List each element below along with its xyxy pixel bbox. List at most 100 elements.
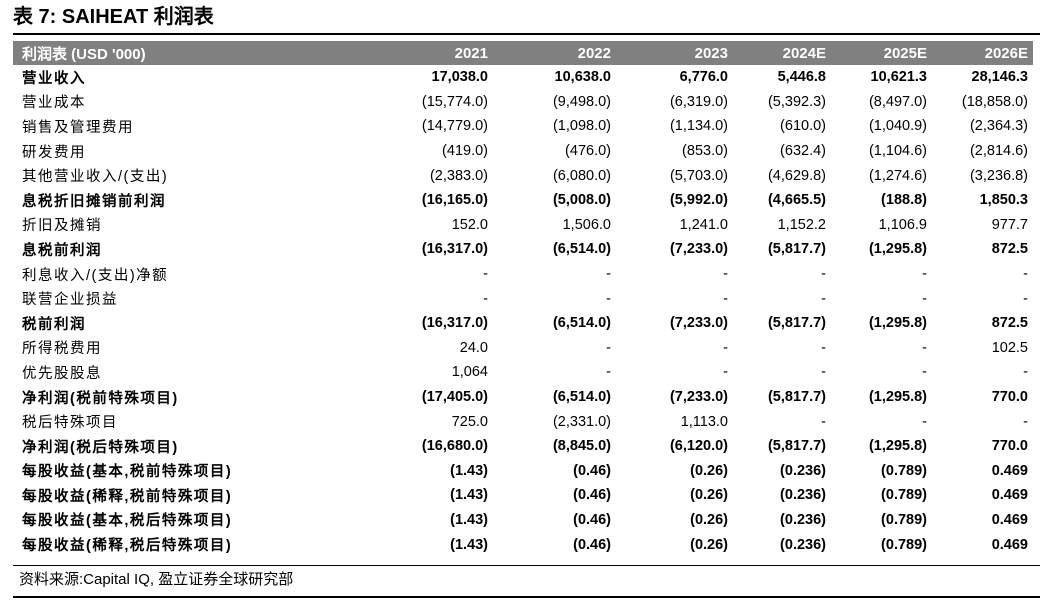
header-label: 利润表 (USD '000) bbox=[13, 41, 358, 65]
value-cell: (4,629.8) bbox=[767, 167, 826, 184]
value-cell: (1,040.9) bbox=[868, 118, 927, 135]
table-row: 每股收益(稀释,税后特殊项目) (1.43) (0.46) (0.26) (0.236)… bbox=[13, 532, 1033, 557]
value-cell: - bbox=[821, 364, 826, 381]
value-cell: (5,008.0) bbox=[552, 192, 611, 209]
value-cell: (8,497.0) bbox=[868, 93, 927, 110]
value-cell: (6,514.0) bbox=[552, 389, 611, 406]
row-label: 所得税费用 bbox=[22, 341, 102, 358]
value-cell: (2,331.0) bbox=[552, 413, 611, 430]
value-cell: (6,080.0) bbox=[552, 167, 611, 184]
value-cell: 1,113.0 bbox=[680, 413, 728, 430]
value-cell: (476.0) bbox=[565, 143, 611, 160]
table-row: 税后特殊项目 725.0 (2,331.0) 1,113.0 - - - bbox=[13, 409, 1033, 434]
year-header: 2026E bbox=[932, 41, 1033, 65]
row-label: 每股收益(稀释,税前特殊项目) bbox=[22, 488, 233, 505]
value-cell: (18,858.0) bbox=[961, 93, 1028, 110]
value-cell: - bbox=[483, 266, 488, 283]
value-cell: 872.5 bbox=[991, 315, 1028, 332]
value-cell: (0.26) bbox=[690, 487, 728, 504]
value-cell: (632.4) bbox=[780, 143, 826, 160]
value-cell: - bbox=[606, 290, 611, 307]
row-label: 每股收益(基本,税前特殊项目) bbox=[22, 464, 233, 481]
value-cell: - bbox=[1023, 266, 1028, 283]
row-label: 销售及管理费用 bbox=[22, 119, 134, 136]
value-cell: (2,364.3) bbox=[969, 118, 1028, 135]
value-cell: - bbox=[922, 290, 927, 307]
year-header: 2025E bbox=[831, 41, 932, 65]
value-cell: 977.7 bbox=[991, 216, 1028, 233]
value-cell: 0.469 bbox=[991, 511, 1028, 528]
value-cell: (0.236) bbox=[780, 511, 826, 528]
value-cell: - bbox=[606, 266, 611, 283]
value-cell: (610.0) bbox=[780, 118, 826, 135]
value-cell: (5,817.7) bbox=[767, 389, 826, 406]
table-row: 研发费用 (419.0) (476.0) (853.0) (632.4) (1,104.6… bbox=[13, 139, 1033, 164]
value-cell: 152.0 bbox=[451, 216, 488, 233]
year-header: 2021 bbox=[358, 41, 493, 65]
value-cell: - bbox=[1023, 413, 1028, 430]
value-cell: (1,295.8) bbox=[868, 389, 927, 406]
value-cell: - bbox=[723, 339, 728, 356]
table-body: 营业收入 17,038.0 10,638.0 6,776.0 5,446.8 10,621… bbox=[13, 65, 1033, 557]
table-row: 联营企业损益 - - - - - - bbox=[13, 286, 1033, 311]
value-cell: (1,098.0) bbox=[552, 118, 611, 135]
row-label: 息税前利润 bbox=[22, 242, 102, 259]
table-row: 营业收入 17,038.0 10,638.0 6,776.0 5,446.8 10,621… bbox=[13, 65, 1033, 90]
value-cell: (14,779.0) bbox=[421, 118, 488, 135]
value-cell: (5,817.7) bbox=[767, 241, 826, 258]
table-row: 税前利润 (16,317.0) (6,514.0) (7,233.0) (5,817.7… bbox=[13, 311, 1033, 336]
value-cell: - bbox=[606, 339, 611, 356]
value-cell: (5,703.0) bbox=[669, 167, 728, 184]
table-row: 所得税费用 24.0 - - - - 102.5 bbox=[13, 336, 1033, 361]
value-cell: (0.46) bbox=[573, 462, 611, 479]
row-label: 营业收入 bbox=[22, 70, 86, 87]
value-cell: (2,814.6) bbox=[969, 143, 1028, 160]
value-cell: (8,845.0) bbox=[552, 438, 611, 455]
value-cell: - bbox=[606, 364, 611, 381]
value-cell: - bbox=[922, 266, 927, 283]
year-header: 2023 bbox=[616, 41, 733, 65]
value-cell: - bbox=[1023, 290, 1028, 307]
value-cell: (853.0) bbox=[682, 143, 728, 160]
value-cell: (1,134.0) bbox=[669, 118, 728, 135]
row-label: 税前利润 bbox=[22, 316, 86, 333]
value-cell: 5,446.8 bbox=[777, 69, 826, 86]
table-row: 优先股股息 1,064 - - - - - bbox=[13, 360, 1033, 385]
row-label: 每股收益(稀释,税后特殊项目) bbox=[22, 538, 233, 555]
row-label: 净利润(税前特殊项目) bbox=[22, 390, 179, 407]
value-cell: (419.0) bbox=[442, 143, 488, 160]
value-cell: (1.43) bbox=[450, 462, 488, 479]
value-cell: (16,317.0) bbox=[421, 315, 488, 332]
value-cell: (1,295.8) bbox=[868, 315, 927, 332]
value-cell: (7,233.0) bbox=[669, 241, 728, 258]
value-cell: (7,233.0) bbox=[669, 389, 728, 406]
value-cell: (1,104.6) bbox=[868, 143, 927, 160]
value-cell: 770.0 bbox=[991, 389, 1028, 406]
value-cell: 0.469 bbox=[991, 536, 1028, 553]
table-row: 每股收益(基本,税前特殊项目) (1.43) (0.46) (0.26) (0.236)… bbox=[13, 459, 1033, 484]
row-label: 利息收入/(支出)净额 bbox=[22, 267, 169, 284]
value-cell: (5,992.0) bbox=[669, 192, 728, 209]
value-cell: - bbox=[922, 413, 927, 430]
value-cell: 6,776.0 bbox=[679, 69, 728, 86]
value-cell: - bbox=[483, 290, 488, 307]
value-cell: - bbox=[922, 339, 927, 356]
table-row: 每股收益(稀释,税前特殊项目) (1.43) (0.46) (0.26) (0.236)… bbox=[13, 483, 1033, 508]
value-cell: 1,064 bbox=[451, 364, 488, 381]
value-cell: 725.0 bbox=[451, 413, 488, 430]
value-cell: (4,665.5) bbox=[767, 192, 826, 209]
row-label: 净利润(税后特殊项目) bbox=[22, 439, 179, 456]
value-cell: (17,405.0) bbox=[421, 389, 488, 406]
table-row: 每股收益(基本,税后特殊项目) (1.43) (0.46) (0.26) (0.236)… bbox=[13, 508, 1033, 533]
value-cell: - bbox=[821, 413, 826, 430]
row-label: 息税折旧摊销前利润 bbox=[22, 193, 166, 210]
value-cell: (0.789) bbox=[881, 487, 927, 504]
value-cell: (1,274.6) bbox=[868, 167, 927, 184]
value-cell: 10,621.3 bbox=[870, 69, 927, 86]
value-cell: (0.46) bbox=[573, 536, 611, 553]
value-cell: (0.236) bbox=[780, 487, 826, 504]
value-cell: (15,774.0) bbox=[421, 93, 488, 110]
value-cell: 17,038.0 bbox=[431, 69, 488, 86]
value-cell: 0.469 bbox=[991, 462, 1028, 479]
value-cell: (2,383.0) bbox=[429, 167, 488, 184]
